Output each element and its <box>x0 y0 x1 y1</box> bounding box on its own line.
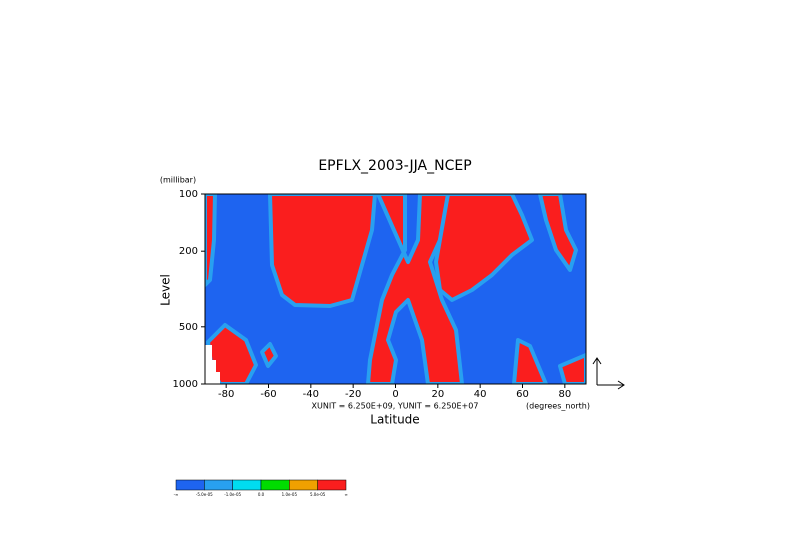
vector-ref-up <box>592 357 602 385</box>
y-tick-label: 100 <box>179 189 198 200</box>
y-tick-label: 1000 <box>173 379 198 390</box>
contour-fill <box>538 194 578 272</box>
x-tick-label: 60 <box>516 389 529 400</box>
colorbar-swatch <box>317 479 347 491</box>
colorbar-label: -1.0e-05 <box>224 492 241 497</box>
x-unit-label: (degrees_north) <box>526 402 590 411</box>
contour-fill <box>268 194 377 308</box>
vector-scale-note: XUNIT = 6.250E+09, YUNIT = 6.250E+07 <box>312 402 479 411</box>
colorbar-label: 1.0e-05 <box>282 492 298 497</box>
colorbar: -∞ -5.0e-05 -1.0e-05 0.0 1.0e-05 5.0e-05 ∞ <box>174 479 348 497</box>
y-tick-label: 200 <box>179 246 198 257</box>
colorbar-label: 0.0 <box>258 492 265 497</box>
colorbar-label: 5.0e-05 <box>310 492 326 497</box>
colorbar-swatch <box>175 479 205 491</box>
x-axis-title: Latitude <box>370 413 419 427</box>
colorbar-swatch <box>260 479 290 491</box>
vector-ref-right <box>597 380 625 390</box>
contour-fill <box>512 338 548 384</box>
colorbar-swatch <box>232 479 262 491</box>
contour-fill <box>205 194 217 287</box>
colorbar-label: -∞ <box>174 492 179 497</box>
y-unit-label: (millibar) <box>160 176 196 185</box>
x-tick-label: 0 <box>392 389 398 400</box>
colorbar-label: ∞ <box>344 492 347 497</box>
colorbar-label: -5.0e-05 <box>196 492 213 497</box>
x-tick-label: -60 <box>260 389 276 400</box>
contour-fill <box>558 353 586 384</box>
x-tick-label: 80 <box>558 389 571 400</box>
contour-field <box>205 194 586 384</box>
y-tick-label: 500 <box>179 322 198 333</box>
x-tick-label: -80 <box>218 389 234 400</box>
missing-data <box>205 345 220 384</box>
axes: -80 -60 -40 -20 0 20 40 60 80 100 200 500 1000 <box>173 189 572 400</box>
x-tick-label: 40 <box>474 389 487 400</box>
x-tick-label: -20 <box>345 389 361 400</box>
y-axis-title: Level <box>159 274 173 306</box>
colorbar-swatch <box>289 479 318 491</box>
contour-fill <box>260 342 278 368</box>
colorbar-swatch <box>204 479 233 491</box>
contour-fill <box>434 194 534 302</box>
x-tick-label: 20 <box>431 389 444 400</box>
x-tick-label: -40 <box>303 389 319 400</box>
chart-title: EPFLX_2003-JJA_NCEP <box>318 158 471 174</box>
vector-reference <box>592 357 625 390</box>
